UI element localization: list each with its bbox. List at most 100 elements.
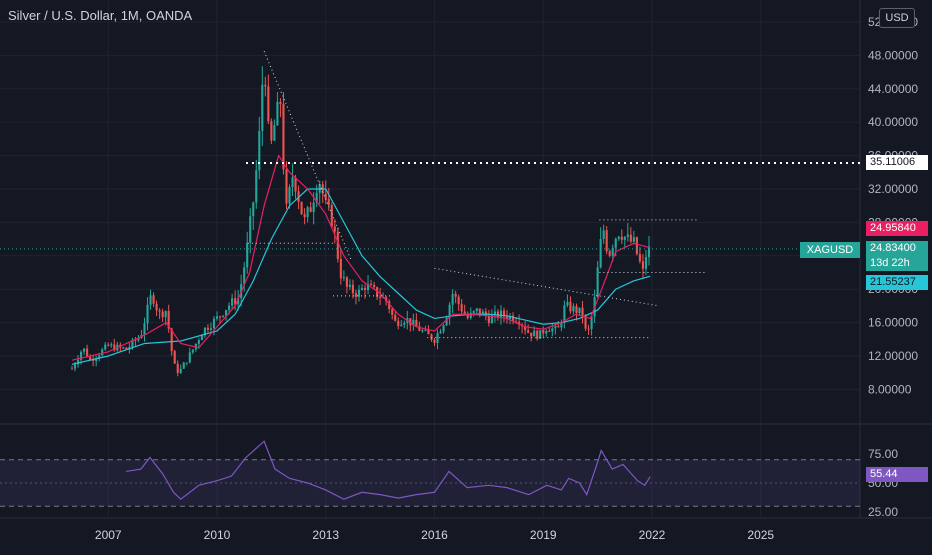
- candle-body: [92, 359, 95, 361]
- candle-body: [354, 293, 358, 297]
- price-axis-label: 40.00000: [868, 115, 918, 129]
- candle-body: [481, 311, 484, 314]
- candle-body: [152, 295, 155, 304]
- candle-body: [463, 311, 466, 315]
- rsi-axis-label: 25.00: [868, 505, 898, 519]
- candle-body: [170, 328, 173, 352]
- candle-body: [252, 202, 255, 217]
- candle-body: [86, 348, 89, 357]
- candle-body: [273, 125, 276, 141]
- candle-body: [80, 351, 83, 360]
- candle-body: [403, 322, 406, 325]
- candle-body: [566, 301, 569, 306]
- candle-body: [448, 304, 451, 319]
- candle-body: [445, 318, 448, 326]
- candle-body: [436, 333, 439, 343]
- price-axis-label: 48.00000: [868, 48, 918, 62]
- candle-body: [134, 339, 137, 341]
- chart-title: Silver / U.S. Dollar, 1M, OANDA: [8, 8, 193, 23]
- candle-body: [536, 330, 539, 339]
- ma-slow-price-tag: 21.55237: [866, 275, 928, 290]
- candle-body: [632, 237, 635, 242]
- candle-body: [267, 86, 270, 122]
- symbol-label: XAGUSD: [800, 242, 860, 258]
- rsi-line: [126, 440, 651, 501]
- candle-body: [557, 326, 560, 328]
- candle-body: [143, 323, 146, 336]
- candle-body: [218, 316, 222, 318]
- trend-line: [263, 51, 352, 261]
- candle-body: [511, 315, 515, 322]
- candle-body: [641, 261, 644, 269]
- candle-body: [578, 307, 581, 313]
- candle-body: [427, 329, 430, 335]
- candle-body: [614, 238, 617, 248]
- candle-body: [261, 84, 264, 131]
- candle-body: [475, 308, 478, 312]
- candle-body: [460, 304, 463, 312]
- candle-body: [158, 310, 161, 312]
- candle-body: [95, 358, 98, 361]
- candle-body: [590, 316, 593, 330]
- candle-body: [98, 355, 101, 359]
- candle-body: [499, 310, 503, 318]
- rsi-value-tag: 55.44: [866, 467, 928, 482]
- candle-body: [206, 327, 209, 330]
- candle-body: [602, 230, 605, 239]
- candle-body: [327, 198, 330, 206]
- candle-body: [306, 207, 309, 218]
- candle-body: [336, 231, 339, 259]
- candle-body: [113, 344, 116, 351]
- candle-body: [527, 330, 530, 333]
- candle-body: [584, 315, 587, 329]
- candle-body: [623, 236, 626, 240]
- candle-body: [264, 84, 267, 87]
- candle-body: [237, 298, 240, 305]
- candle-body: [385, 297, 388, 302]
- candle-body: [596, 267, 599, 298]
- candle-body: [234, 298, 237, 305]
- candle-body: [418, 326, 421, 331]
- candle-body: [225, 310, 228, 316]
- candle-body: [276, 101, 279, 126]
- candle-body: [457, 296, 460, 305]
- candle-body: [246, 242, 249, 268]
- candle-body: [167, 311, 170, 329]
- candle-body: [638, 253, 641, 262]
- candle-body: [83, 348, 86, 352]
- candle-body: [608, 251, 611, 256]
- countdown-label: 13d 22h: [870, 257, 910, 269]
- candle-body: [397, 320, 400, 326]
- candle-body: [110, 344, 113, 346]
- candle-body: [101, 349, 104, 356]
- candle-body: [599, 238, 602, 268]
- candle-body: [490, 315, 493, 324]
- candle-body: [360, 287, 364, 290]
- candle-body: [515, 321, 518, 323]
- candle-body: [282, 104, 285, 170]
- candle-body: [587, 328, 590, 330]
- rsi-axis-label: 75.00: [868, 447, 898, 461]
- currency-button[interactable]: USD: [879, 8, 915, 28]
- candle-body: [539, 330, 542, 339]
- candle-body: [137, 337, 140, 341]
- candle-body: [161, 311, 164, 318]
- candle-body: [502, 310, 506, 317]
- ma-fast-line: [71, 154, 651, 361]
- candle-body: [572, 306, 575, 312]
- candle-body: [255, 170, 258, 203]
- candle-body: [300, 201, 303, 215]
- price-axis-label: 16.00000: [868, 316, 918, 330]
- candle-body: [303, 214, 306, 218]
- candle-body: [188, 352, 191, 363]
- candle-body: [131, 339, 134, 348]
- candle-body: [351, 284, 354, 294]
- candle-body: [605, 230, 608, 252]
- candle-body: [285, 169, 288, 204]
- candle-body: [164, 311, 167, 318]
- candle-body: [635, 237, 638, 254]
- candle-body: [439, 331, 442, 334]
- candle-body: [478, 308, 481, 314]
